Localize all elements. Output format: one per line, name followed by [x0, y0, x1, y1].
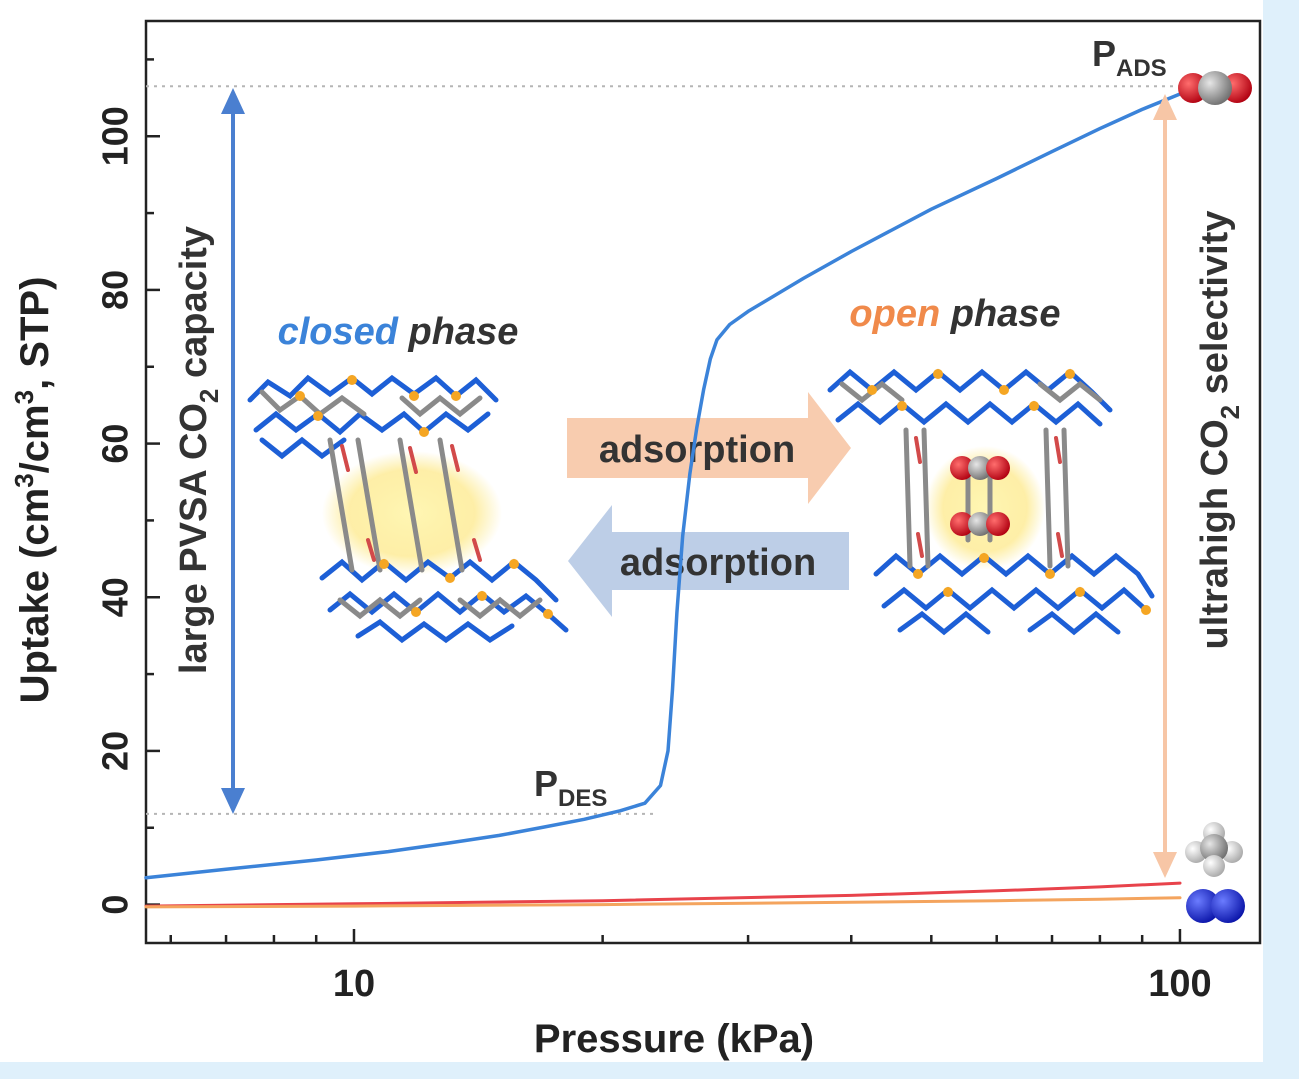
- y-tick-label: 40: [95, 577, 136, 617]
- p-des-label: PDES: [534, 763, 607, 812]
- y-tick-label: 60: [95, 424, 136, 464]
- open-phase-label: open phase: [849, 293, 1060, 335]
- x-tick-label: 100: [1148, 963, 1211, 1005]
- adsorption-arrow-left: [568, 505, 849, 617]
- y-tick-label: 80: [95, 270, 136, 310]
- y-axis-ticks: 0 20 40 60 80 100: [95, 58, 160, 915]
- co2-in-pore-icon: [950, 456, 1010, 536]
- co2-molecule-icon: [1178, 71, 1252, 105]
- capacity-double-arrow: [221, 88, 245, 814]
- selectivity-double-arrow: [1153, 94, 1177, 878]
- adsorption-label-left: adsorption: [620, 542, 816, 584]
- p-ads-label: PADS: [1092, 33, 1167, 82]
- closed-phase-structure: [247, 374, 569, 644]
- n2-molecule-icon: [1186, 889, 1245, 923]
- closed-phase-label: closed phase: [278, 311, 519, 353]
- series-line-0: [144, 92, 1182, 880]
- y-tick-label: 0: [95, 895, 136, 915]
- plot-frame: [144, 19, 1262, 945]
- ch4-molecule-icon: [1185, 822, 1243, 877]
- x-axis-label: Pressure (kPa): [534, 1017, 814, 1061]
- series-line-1: [144, 881, 1182, 908]
- y-tick-label: 100: [95, 106, 136, 166]
- x-tick-label: 10: [333, 963, 375, 1005]
- series-line-2: [144, 896, 1182, 909]
- y-axis-label: Uptake (cm3/cm3, STP): [9, 277, 57, 704]
- selectivity-label: ultrahigh CO2 selectivity: [1194, 211, 1245, 650]
- plot-card: [0, 0, 1263, 1062]
- y-tick-label: 20: [95, 731, 136, 771]
- series-group: [144, 92, 1182, 909]
- x-axis-ticks: 10 100: [169, 929, 1212, 1005]
- capacity-label: large PVSA CO2 capacity: [173, 226, 224, 674]
- adsorption-arrow-right: [567, 392, 851, 504]
- open-phase-structure: [827, 368, 1155, 636]
